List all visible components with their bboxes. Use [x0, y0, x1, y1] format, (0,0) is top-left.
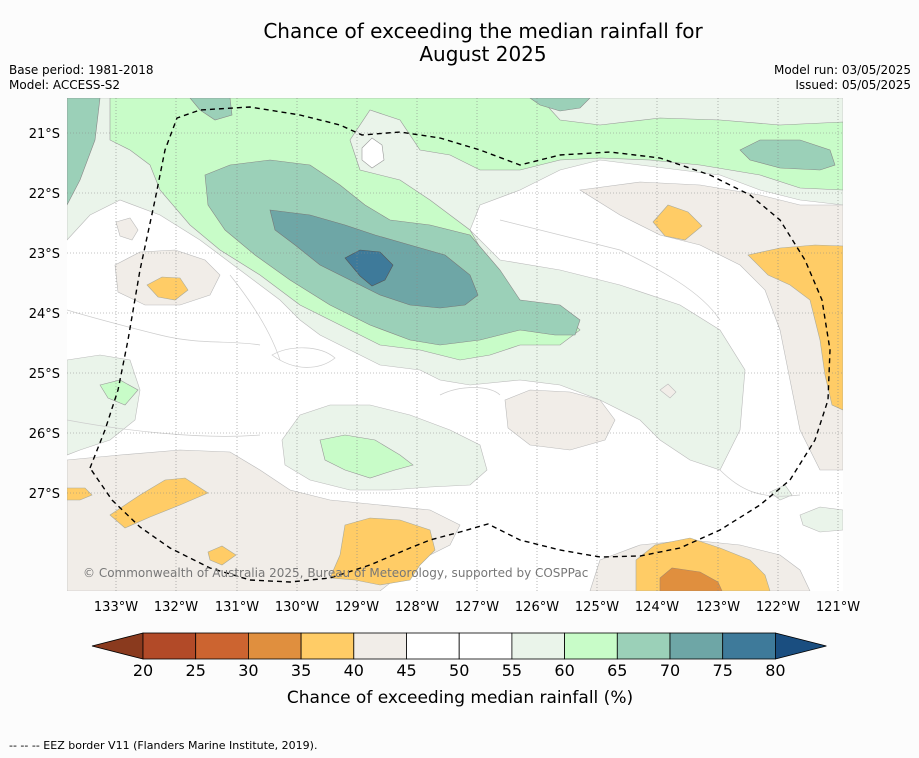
- colorbar-swatch: [142, 632, 197, 660]
- contour-35-40-small: [207, 545, 237, 566]
- y-tick-label: 22°S: [29, 187, 60, 202]
- x-tick-label: 125°W: [575, 600, 619, 615]
- x-axis-labels: 133°W 132°W 131°W 130°W 129°W 128°W 127°…: [94, 600, 860, 615]
- colorbar-swatch: [353, 632, 407, 660]
- colorbar-tick-label: 35: [291, 661, 311, 680]
- colorbar-swatch: [458, 632, 513, 660]
- y-axis-labels: 21°S 22°S 23°S 24°S 25°S 26°S 27°S: [29, 127, 60, 502]
- colorbar-tick-label: 40: [344, 661, 364, 680]
- colorbar-tick-label: 20: [133, 661, 153, 680]
- base-period: Base period: 1981-2018: [9, 63, 154, 77]
- x-tick-label: 123°W: [696, 600, 740, 615]
- colorbar-swatch: [406, 632, 460, 660]
- x-tick-label: 133°W: [94, 600, 138, 615]
- colorbar-swatch: [669, 632, 724, 660]
- colorbar-tick-label: 75: [713, 661, 733, 680]
- colorbar-swatch: [300, 632, 355, 660]
- meta-right: Model run: 03/05/2025 Issued: 05/05/2025: [774, 63, 911, 93]
- title-line-2: August 2025: [419, 42, 547, 66]
- contour-35-40-edge: [67, 487, 93, 501]
- contour-75-80: [344, 249, 394, 287]
- colorbar-tick-label: 55: [502, 661, 522, 680]
- x-tick-label: 131°W: [215, 600, 259, 615]
- x-tick-label: 128°W: [395, 600, 439, 615]
- x-tick-label: 130°W: [275, 600, 319, 615]
- colorbar: 20 25 30 35 40 45 50 55 60 65 70 75 80: [91, 632, 827, 680]
- x-tick-label: 121°W: [816, 600, 860, 615]
- contour-east-70: [739, 139, 836, 171]
- map-gridlines: [67, 98, 843, 591]
- map-panel: © Commonwealth of Australia 2025, Bureau…: [67, 98, 843, 591]
- issued-date: Issued: 05/05/2025: [795, 78, 911, 92]
- eez-border: [89, 106, 831, 583]
- x-tick-label: 124°W: [635, 600, 679, 615]
- colorbar-swatch: [616, 632, 671, 660]
- meta-left: Base period: 1981-2018 Model: ACCESS-S2: [9, 63, 154, 93]
- colorbar-swatch: [564, 632, 618, 660]
- model-run: Model run: 03/05/2025: [773, 63, 911, 77]
- copyright-text: © Commonwealth of Australia 2025, Bureau…: [83, 566, 588, 580]
- x-tick-label: 126°W: [515, 600, 559, 615]
- title-line-1: Chance of exceeding the median rainfall …: [263, 19, 703, 43]
- contour-55-60-west: [67, 354, 141, 456]
- contour-35-40-south: [329, 517, 436, 586]
- colorbar-title: Chance of exceeding median rainfall (%): [287, 688, 633, 708]
- colorbar-tick-label: 65: [607, 661, 627, 680]
- contour-ne-70: [529, 98, 591, 112]
- map-title: Chance of exceeding the median rainfall …: [0, 20, 919, 66]
- contour-60-65-west: [99, 379, 139, 406]
- y-tick-label: 25°S: [29, 367, 60, 382]
- contour-40-45-small: [115, 217, 139, 241]
- x-tick-label: 127°W: [455, 600, 499, 615]
- colorbar-tick-label: 50: [449, 661, 469, 680]
- colorbar-extend-high: [775, 632, 827, 660]
- x-tick-label: 129°W: [335, 600, 379, 615]
- contour-55-60-se: [799, 506, 843, 533]
- eez-footnote: -- -- -- EEZ border V11 (Flanders Marine…: [9, 739, 318, 752]
- contour-40-45-centre: [504, 389, 616, 451]
- y-tick-label: 26°S: [29, 427, 60, 442]
- colorbar-swatch: [511, 632, 565, 660]
- contour-60-65-south: [319, 434, 414, 479]
- colorbar-tick-label: 80: [765, 661, 785, 680]
- y-tick-label: 27°S: [29, 487, 60, 502]
- contour-35-40-ne: [652, 204, 703, 241]
- x-tick-label: 122°W: [756, 600, 800, 615]
- contour-nw-70: [67, 98, 101, 206]
- model-name: Model: ACCESS-S2: [9, 78, 121, 92]
- colorbar-swatch: [195, 632, 249, 660]
- x-tick-label: 132°W: [154, 600, 198, 615]
- colorbar-swatch: [247, 632, 302, 660]
- colorbar-tick-label: 25: [186, 661, 206, 680]
- contour-40-45-tiny: [659, 383, 677, 399]
- colorbar-extend-low: [91, 632, 144, 660]
- colorbar-tick-label: 30: [238, 661, 258, 680]
- y-tick-label: 21°S: [29, 127, 60, 142]
- colorbar-tick-label: 70: [660, 661, 680, 680]
- colorbar-tick-label: 60: [554, 661, 574, 680]
- colorbar-tick-label: 45: [396, 661, 416, 680]
- y-tick-label: 23°S: [29, 247, 60, 262]
- contour-hole-white: [361, 137, 385, 169]
- contour-35-40-west: [146, 276, 189, 301]
- y-tick-label: 24°S: [29, 307, 60, 322]
- colorbar-swatch: [722, 632, 776, 660]
